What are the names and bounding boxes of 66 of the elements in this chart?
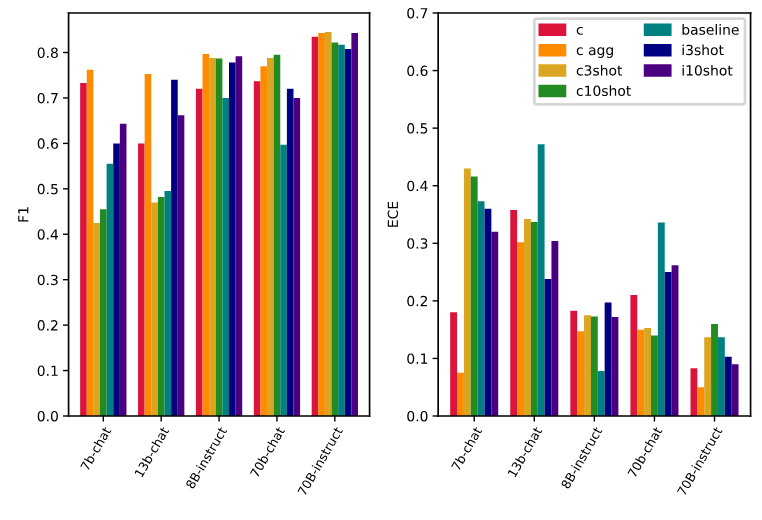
bar — [267, 57, 274, 416]
bar — [590, 316, 598, 416]
bar — [318, 32, 325, 416]
bar — [286, 88, 294, 416]
bar — [235, 56, 243, 416]
bar — [229, 62, 236, 416]
bar — [491, 231, 499, 416]
bar — [657, 222, 665, 416]
bar — [157, 197, 165, 416]
bar — [253, 81, 261, 416]
bar — [144, 73, 152, 416]
bar — [570, 310, 578, 416]
bar — [113, 143, 120, 416]
bar — [584, 315, 591, 416]
bar — [537, 144, 545, 416]
bar — [704, 337, 712, 416]
bar — [351, 32, 358, 416]
bar — [280, 144, 287, 416]
bar — [717, 337, 725, 416]
bar — [697, 387, 705, 416]
bar — [195, 88, 203, 416]
bar — [171, 79, 178, 416]
bar — [86, 69, 94, 416]
bar — [260, 66, 268, 416]
bar — [457, 372, 464, 416]
bar — [338, 44, 345, 416]
bar — [523, 219, 531, 416]
bar — [324, 32, 332, 416]
bar — [517, 242, 524, 416]
bar — [177, 115, 185, 416]
bar — [80, 82, 87, 416]
bar — [202, 53, 210, 416]
bar — [651, 335, 658, 416]
bar — [119, 123, 127, 416]
bar — [450, 312, 458, 416]
bar — [470, 176, 478, 416]
bar — [100, 209, 107, 416]
bar — [151, 202, 158, 416]
bar — [106, 163, 114, 416]
bar — [311, 36, 319, 416]
bar — [344, 48, 352, 416]
bar — [293, 97, 301, 416]
bar — [331, 42, 339, 416]
bar — [530, 221, 538, 416]
bar — [690, 368, 698, 416]
bar — [273, 54, 281, 416]
bar — [222, 97, 229, 416]
bar — [138, 143, 145, 416]
bar — [711, 323, 718, 416]
bar — [463, 168, 471, 416]
bar — [577, 331, 585, 416]
bar — [604, 302, 612, 416]
bar — [510, 209, 518, 416]
bar — [724, 356, 732, 416]
bar — [644, 327, 652, 416]
bar — [484, 208, 492, 416]
bar — [664, 272, 672, 416]
bar — [215, 58, 223, 416]
bar — [637, 329, 645, 416]
bar — [551, 240, 559, 416]
bar — [630, 295, 638, 416]
bar — [209, 57, 216, 416]
bar — [731, 364, 739, 416]
bar — [597, 371, 605, 416]
bar — [93, 222, 100, 416]
bar — [164, 191, 172, 416]
